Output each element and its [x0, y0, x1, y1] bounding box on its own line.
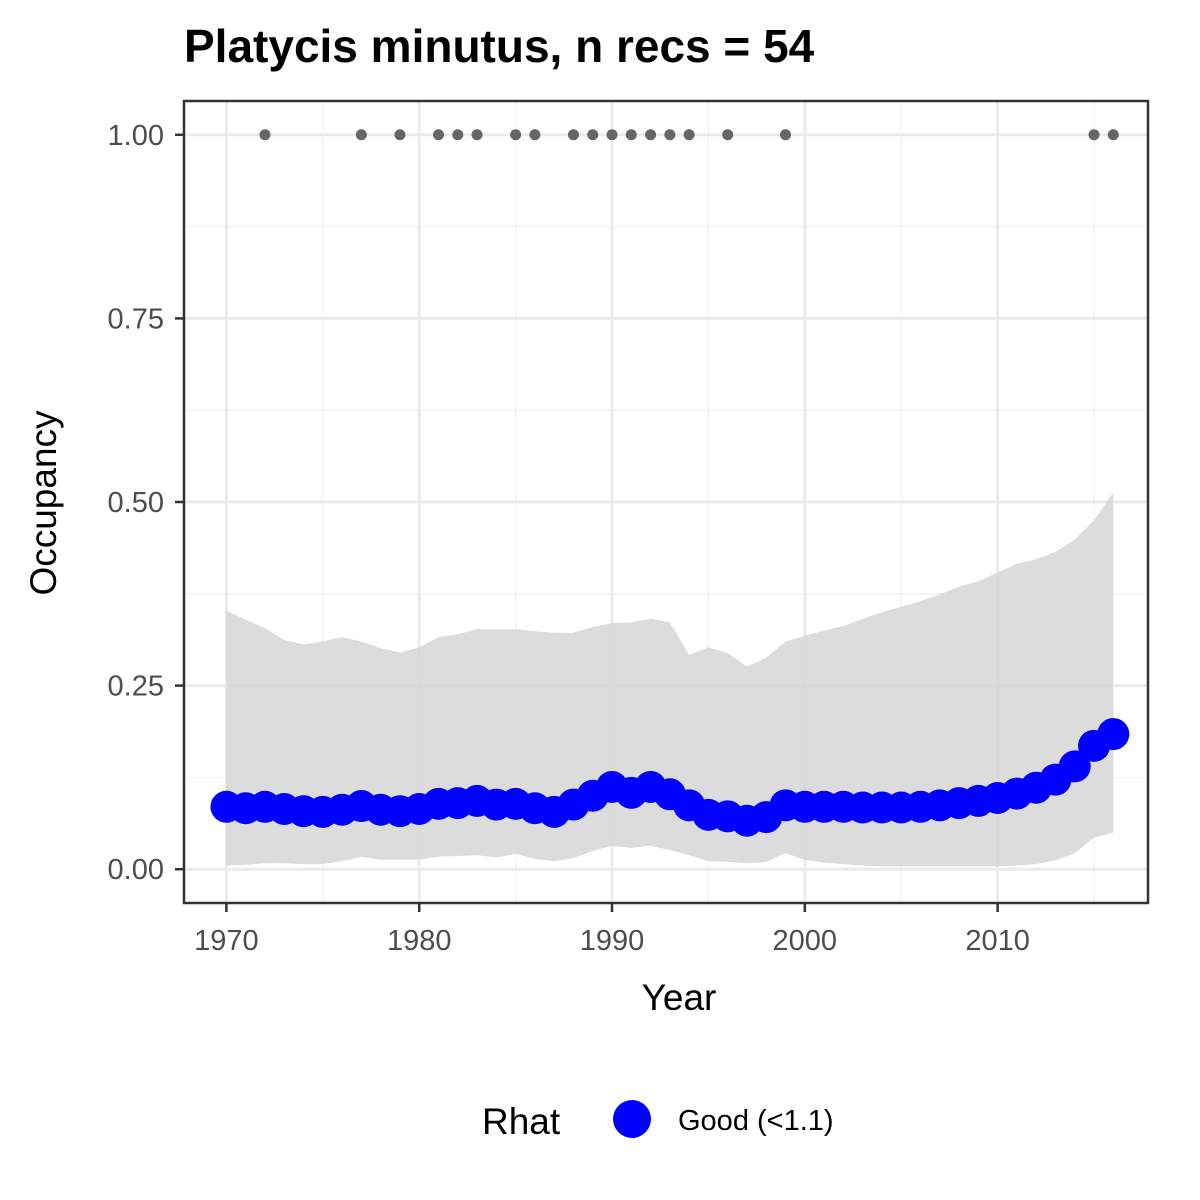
record-point — [471, 129, 483, 141]
record-point — [664, 129, 676, 141]
record-point — [606, 129, 618, 141]
y-tick-label: 1.00 — [108, 120, 164, 152]
y-tick-label: 0.25 — [108, 671, 164, 703]
record-point — [432, 129, 444, 141]
record-point — [529, 129, 541, 141]
y-tick-label: 0.50 — [108, 487, 164, 519]
x-tick-label: 2010 — [965, 925, 1030, 957]
x-tick-label: 2000 — [773, 925, 838, 957]
legend-title: Rhat — [482, 1101, 561, 1142]
y-axis: 0.00 0.25 0.50 0.75 1.00 — [108, 120, 184, 886]
occupancy-points — [210, 718, 1130, 837]
record-point — [1107, 129, 1119, 141]
record-point — [587, 129, 599, 141]
record-points — [259, 129, 1119, 141]
x-tick-label: 1990 — [580, 925, 645, 957]
record-point — [645, 129, 657, 141]
x-tick-label: 1980 — [387, 925, 452, 957]
record-point — [625, 129, 637, 141]
y-tick-label: 0.00 — [108, 854, 164, 886]
occupancy-point — [1097, 718, 1130, 751]
record-point — [780, 129, 792, 141]
confidence-ribbon — [226, 492, 1114, 867]
record-point — [259, 129, 271, 141]
y-tick-label: 0.75 — [108, 303, 164, 335]
legend: Rhat Good (<1.1) — [482, 1100, 834, 1142]
record-point — [355, 129, 367, 141]
legend-key-good — [613, 1100, 651, 1138]
record-point — [452, 129, 464, 141]
y-axis-title: Occupancy — [23, 410, 64, 596]
x-axis: 1970 1980 1990 2000 2010 — [194, 903, 1030, 957]
record-point — [567, 129, 579, 141]
x-axis-title: Year — [642, 977, 717, 1018]
legend-label-good: Good (<1.1) — [678, 1105, 834, 1137]
occupancy-point — [1058, 750, 1091, 783]
chart-title: Platycis minutus, n recs = 54 — [184, 20, 815, 72]
record-point — [394, 129, 406, 141]
x-tick-label: 1970 — [194, 925, 259, 957]
record-point — [1088, 129, 1100, 141]
record-point — [510, 129, 522, 141]
record-point — [683, 129, 695, 141]
record-point — [722, 129, 734, 141]
